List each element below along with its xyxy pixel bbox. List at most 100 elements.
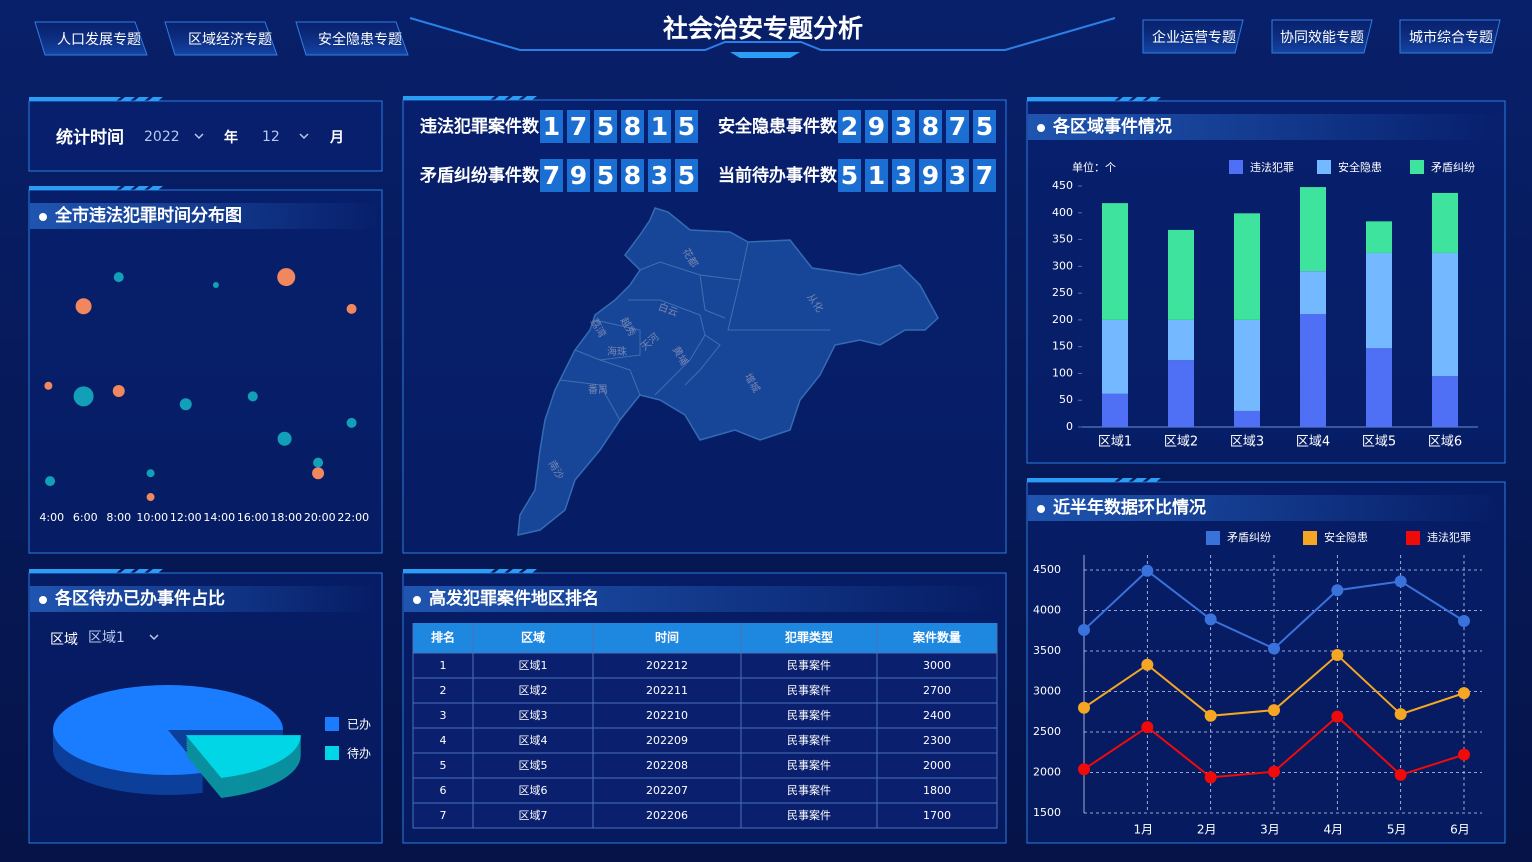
stat-digit: 5 xyxy=(597,161,614,190)
stat-digit: 8 xyxy=(624,161,641,190)
legend-label: 违法犯罪 xyxy=(1250,160,1294,174)
legend-swatch xyxy=(1303,531,1317,545)
filter-year-unit: 年 xyxy=(224,129,238,146)
page-title: 社会治安专题分析 xyxy=(663,14,863,43)
stat-digit: 8 xyxy=(624,112,641,141)
legend-swatch xyxy=(325,746,339,760)
table-cell: 2700 xyxy=(923,684,951,697)
panel-title-bar xyxy=(404,586,1005,612)
stat-digit: 5 xyxy=(841,161,858,190)
legend-label: 已办 xyxy=(347,717,371,732)
stat-digit: 2 xyxy=(841,112,858,141)
table-header: 时间 xyxy=(655,630,679,645)
table-cell: 民事案件 xyxy=(787,783,831,797)
y-tick-label: 150 xyxy=(1052,340,1073,353)
y-tick-label: 200 xyxy=(1052,313,1073,326)
nav-tab[interactable] xyxy=(34,21,148,56)
scatter-point xyxy=(346,303,357,314)
pie-slice xyxy=(185,735,301,778)
panel-title-bar xyxy=(1028,114,1504,140)
digit-box xyxy=(594,159,617,192)
digit-box xyxy=(865,159,888,192)
table-cell: 2300 xyxy=(923,734,951,747)
bar-segment xyxy=(1432,192,1458,253)
legend-swatch xyxy=(1410,160,1424,174)
table-cell: 1 xyxy=(440,659,447,672)
table-cell: 202207 xyxy=(646,784,688,797)
panel-title: 近半年数据环比情况 xyxy=(1053,497,1206,518)
legend-label: 安全隐患 xyxy=(1324,530,1368,544)
x-tick-label: 3月 xyxy=(1260,823,1280,837)
bar-segment xyxy=(1168,229,1194,320)
legend-label: 违法犯罪 xyxy=(1427,530,1471,544)
table-cell: 5 xyxy=(440,759,447,772)
dropdown-arrow xyxy=(149,634,159,641)
table-cell: 区域5 xyxy=(519,759,548,772)
legend-label: 矛盾纠纷 xyxy=(1431,161,1475,174)
panel-icon xyxy=(1037,124,1045,132)
digit-box xyxy=(648,110,671,143)
x-tick-label: 18:00 xyxy=(270,511,302,524)
nav-tab-label: 安全隐患专题 xyxy=(318,31,402,48)
digit-box xyxy=(675,110,698,143)
table-header: 排名 xyxy=(431,630,455,645)
digit-box xyxy=(675,159,698,192)
line-point xyxy=(1078,701,1090,714)
bar-segment xyxy=(1168,360,1194,427)
line-point xyxy=(1141,564,1154,577)
nav-tab[interactable] xyxy=(1271,19,1373,54)
x-tick-label: 1月 xyxy=(1134,823,1154,837)
stat-digit: 1 xyxy=(651,112,668,141)
legend-swatch xyxy=(1406,531,1420,545)
stat-digit: 7 xyxy=(976,161,993,190)
line-point xyxy=(1394,575,1407,588)
digit-box xyxy=(919,159,942,192)
stat-digit: 3 xyxy=(651,161,668,190)
x-tick-label: 区域5 xyxy=(1362,435,1396,450)
scatter-point xyxy=(312,467,325,480)
nav-tab-label: 企业运营专题 xyxy=(1152,29,1236,46)
stat-digit: 3 xyxy=(949,161,966,190)
bar-segment xyxy=(1102,203,1128,320)
filter-year[interactable]: 2022 xyxy=(144,129,180,145)
bar-segment xyxy=(1300,271,1326,314)
line-point xyxy=(1141,721,1154,734)
y-tick-label: 0 xyxy=(1066,420,1073,433)
table-row xyxy=(412,677,998,704)
line-point xyxy=(1331,584,1344,597)
digit-box xyxy=(540,159,563,192)
y-tick-label: 450 xyxy=(1052,179,1073,192)
y-tick-label: 50 xyxy=(1059,393,1073,406)
stat-digit: 9 xyxy=(868,112,885,141)
table-cell: 区域1 xyxy=(519,659,548,672)
line-point xyxy=(1394,768,1407,781)
x-tick-label: 6月 xyxy=(1450,823,1470,837)
nav-tab[interactable] xyxy=(1399,19,1501,54)
line-point xyxy=(1268,704,1280,717)
filter-month[interactable]: 12 xyxy=(262,129,280,145)
x-tick-label: 2月 xyxy=(1197,823,1217,837)
legend-swatch xyxy=(1229,160,1243,174)
panel-title: 各区待办已办事件占比 xyxy=(54,588,225,609)
y-tick-label: 3500 xyxy=(1033,644,1061,657)
table-cell: 202208 xyxy=(646,759,688,772)
scatter-point xyxy=(113,272,124,283)
nav-tab[interactable] xyxy=(295,21,409,56)
table-cell: 1700 xyxy=(923,809,951,822)
digit-box xyxy=(973,110,996,143)
line-point xyxy=(1078,623,1090,636)
table-cell: 民事案件 xyxy=(787,658,831,672)
nav-tab[interactable] xyxy=(164,21,278,56)
pie-filter-value[interactable]: 区域1 xyxy=(88,630,125,646)
stat-digit: 9 xyxy=(570,161,587,190)
scatter-point xyxy=(313,457,324,468)
line-point xyxy=(1204,709,1217,722)
panel-icon xyxy=(1037,505,1045,513)
nav-tab[interactable] xyxy=(1142,19,1244,54)
stat-digit: 5 xyxy=(678,161,695,190)
stat-digit: 7 xyxy=(949,112,966,141)
x-tick-label: 区域6 xyxy=(1428,435,1462,450)
stat-digit: 3 xyxy=(895,112,912,141)
filter-month-unit: 月 xyxy=(329,130,344,146)
